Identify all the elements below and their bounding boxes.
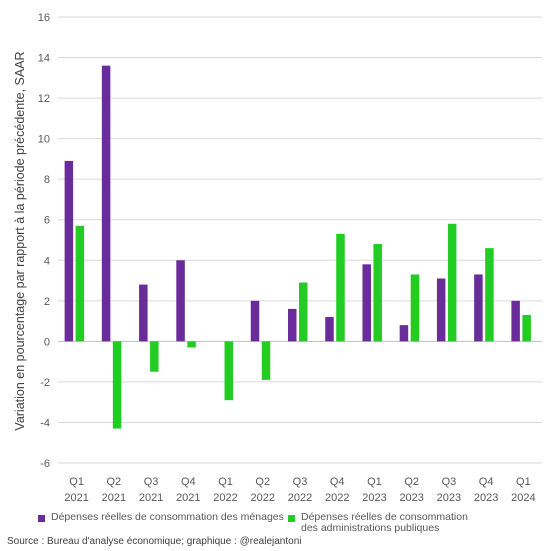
bar-admin-q4-2023 [485,248,494,342]
legend-label-admin: Dépenses réelles de consommation des adm… [301,512,468,534]
x-tick-quarter: Q2 [255,476,270,488]
y-tick-label: 14 [38,53,50,65]
x-tick-year: 2022 [251,492,275,504]
bar-admin-q4-2021 [187,341,196,348]
y-tick-label: 16 [38,12,50,24]
bar-admin-q3-2021 [150,341,159,372]
x-tick-year: 2022 [325,492,349,504]
x-tick-quarter: Q1 [367,476,382,488]
x-tick-year: 2023 [474,492,498,504]
legend-swatch-admin [288,515,295,522]
x-tick-year: 2023 [399,492,423,504]
x-tick-quarter: Q3 [144,476,159,488]
x-tick-year: 2021 [176,492,200,504]
bar-menages-q1-2024 [511,300,520,342]
x-tick-year: 2021 [139,492,163,504]
y-tick-label: 10 [38,134,50,146]
bar-menages-q4-2022 [325,317,334,342]
bar-admin-q2-2023 [410,274,420,342]
bar-menages-q3-2021 [139,284,148,342]
bar-admin-q2-2021 [112,341,122,429]
x-tick-labels: Q1 2021 Q2 2021 Q3 2021 Q4 2021 Q1 2022 Q2 2022 Q3 20… [64,476,535,504]
y-tick-label: 6 [44,215,50,227]
y-tick-label: 0 [44,336,50,348]
bar-menages-q3-2023 [436,278,446,342]
bar-admin-q3-2023 [447,223,457,342]
y-tick-label: -6 [40,458,50,470]
x-tick-quarter: Q3 [442,476,457,488]
bar-admin-q3-2022 [299,282,308,342]
y-axis-label: Variation en pourcentage par rapport à l… [13,51,27,430]
bar-chart: 16 14 12 10 8 6 4 2 0 -2 -4 -6 Q1 2021 Q2 2021 Q3 2021 Q4… [13,12,542,504]
legend-label-admin-line1: Dépenses réelles de consommation [301,511,468,523]
bar-admin-q1-2024 [522,315,531,342]
gridlines [58,16,542,464]
y-tick-labels: 16 14 12 10 8 6 4 2 0 -2 -4 -6 [38,12,50,470]
x-tick-year: 2023 [437,492,461,504]
x-tick-year: 2024 [511,492,535,504]
x-tick-quarter: Q2 [107,476,122,488]
bar-menages-q2-2023 [399,325,409,342]
x-tick-quarter: Q4 [479,476,494,488]
bar-menages-q1-2023 [362,264,371,342]
legend-item-admin: Dépenses réelles de consommation des adm… [288,512,468,534]
bar-menages-q3-2022 [288,308,297,342]
x-tick-quarter: Q1 [69,476,84,488]
bar-admin-q1-2021 [75,225,85,342]
x-tick-quarter: Q1 [516,476,531,488]
legend-item-menages: Dépenses réelles de consommation des mén… [38,512,284,523]
y-tick-label: 12 [38,93,50,105]
x-tick-year: 2023 [362,492,386,504]
bar-menages-q4-2021 [176,260,185,342]
bar-admin-q2-2022 [261,341,271,380]
x-tick-quarter: Q1 [218,476,233,488]
x-tick-quarter: Q3 [293,476,308,488]
y-tick-label: 2 [44,296,50,308]
x-tick-year: 2022 [213,492,237,504]
bar-menages-q4-2023 [474,274,483,342]
legend-label-menages: Dépenses réelles de consommation des mén… [51,511,284,523]
x-tick-year: 2022 [288,492,312,504]
x-tick-quarter: Q4 [181,476,196,488]
bars [64,65,531,429]
y-tick-label: -4 [40,417,50,429]
legend: Dépenses réelles de consommation des mén… [38,512,538,540]
bar-menages-q1-2021 [64,160,74,342]
y-tick-label: -2 [40,377,50,389]
y-tick-label: 4 [44,255,50,267]
source-note: Source : Bureau d'analyse économique; gr… [7,536,302,547]
bar-admin-q1-2023 [373,244,382,342]
legend-label-admin-line2: des administrations publiques [301,522,440,534]
y-tick-label: 8 [44,174,50,186]
x-tick-quarter: Q2 [404,476,419,488]
bar-admin-q1-2022 [224,341,234,401]
bar-menages-q2-2022 [250,300,260,342]
bar-admin-q4-2022 [336,233,345,342]
x-tick-year: 2021 [102,492,126,504]
x-tick-quarter: Q4 [330,476,345,488]
bar-menages-q2-2021 [101,65,111,342]
x-tick-year: 2021 [64,492,88,504]
legend-swatch-menages [38,515,45,522]
